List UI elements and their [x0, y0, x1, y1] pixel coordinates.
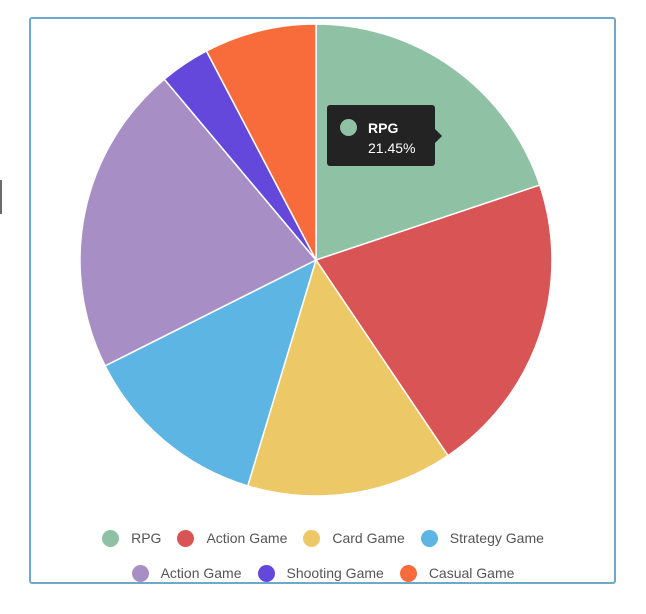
pie-slice-casual-game-6[interactable] — [205, 23, 317, 261]
legend-item-card-game[interactable]: Card Game — [303, 529, 405, 547]
legend-swatch — [177, 529, 195, 547]
pie-slice-strategy-game-3[interactable] — [104, 258, 318, 487]
legend-item-shooting-game[interactable]: Shooting Game — [257, 564, 384, 582]
pie-slice-action-game-1[interactable] — [314, 184, 553, 457]
legend-item-action-game[interactable]: Action Game — [177, 529, 288, 547]
left-edge-marker — [0, 180, 2, 214]
legend-label: RPG — [131, 530, 162, 546]
legend-item-strategy-game[interactable]: Strategy Game — [420, 529, 544, 547]
legend-swatch — [399, 564, 417, 582]
pie-slice-action-game-4[interactable] — [79, 78, 318, 367]
pie-slice-card-game-2[interactable] — [246, 258, 450, 497]
legend: RPG Action Game Card Game Strategy Game … — [0, 525, 646, 595]
legend-swatch — [303, 529, 321, 547]
legend-label: Strategy Game — [449, 530, 544, 546]
pie-slices — [79, 23, 553, 497]
tooltip-value: 21.45% — [368, 140, 416, 156]
legend-label: Casual Game — [428, 565, 515, 581]
legend-item-action-game-2[interactable]: Action Game — [131, 564, 242, 582]
tooltip-color-dot — [340, 119, 357, 136]
legend-swatch — [102, 529, 120, 547]
legend-swatch — [257, 564, 275, 582]
legend-label: Action Game — [160, 565, 242, 581]
legend-label: Action Game — [206, 530, 288, 546]
tooltip: RPG 21.45% — [327, 105, 442, 166]
legend-item-rpg[interactable]: RPG — [102, 529, 162, 547]
tooltip-label: RPG — [368, 120, 399, 136]
legend-label: Shooting Game — [286, 565, 384, 581]
legend-item-casual-game[interactable]: Casual Game — [399, 564, 515, 582]
legend-swatch — [420, 529, 438, 547]
legend-label: Card Game — [332, 530, 405, 546]
legend-swatch — [131, 564, 149, 582]
legend-row-2: Action Game Shooting Game Casual Game — [0, 560, 646, 586]
legend-row-1: RPG Action Game Card Game Strategy Game — [0, 525, 646, 551]
